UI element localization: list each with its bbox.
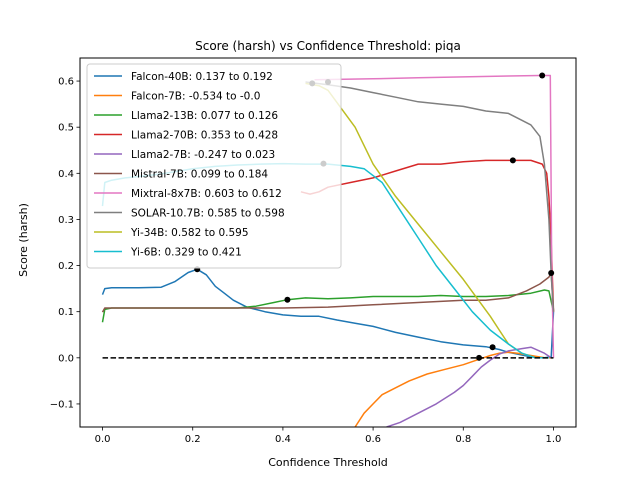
x-axis-ticks: 0.0 0.2 0.4 0.6 0.8 1.0: [95, 427, 562, 445]
series-line-mistral-7b: [101, 272, 555, 313]
series-line-solar-10-7b: [305, 81, 555, 312]
legend-entry-llama2-7b: Llama2-7B: -0.247 to 0.023: [131, 149, 275, 161]
x-axis-label: Confidence Threshold: [268, 456, 388, 469]
legend-entry-llama2-70b: Llama2-70B: 0.353 to 0.428: [131, 130, 278, 142]
x-tick-label: 0.0: [95, 434, 111, 445]
y-axis-ticks: −0.1 0.0 0.1 0.2 0.3 0.4 0.5 0.6: [50, 77, 80, 410]
y-tick-label: 0.3: [58, 215, 74, 226]
y-tick-label: 0.4: [58, 169, 74, 180]
legend-entry-yi-6b: Yi-6B: 0.329 to 0.421: [130, 247, 242, 259]
peak-marker-mixtral-8x7b: [539, 72, 546, 79]
peak-marker-llama2-70b: [509, 157, 516, 164]
y-tick-label: 0.0: [58, 353, 74, 364]
legend-entry-solar-10-7b: SOLAR-10.7B: 0.585 to 0.598: [131, 208, 285, 220]
legend-entry-falcon-7b: Falcon-7B: -0.534 to -0.0: [131, 91, 260, 103]
legend-entry-mistral-7b: Mistral-7B: 0.099 to 0.184: [131, 169, 268, 181]
x-tick-label: 0.4: [275, 434, 291, 445]
series-line-llama2-7b: [386, 346, 552, 427]
legend-entry-falcon-40b: Falcon-40B: 0.137 to 0.192: [131, 71, 273, 83]
y-tick-label: 0.1: [58, 307, 74, 318]
x-tick-label: 1.0: [546, 434, 562, 445]
legend-entry-mixtral-8x7b: Mixtral-8x7B: 0.603 to 0.612: [131, 188, 282, 200]
peak-marker-llama2-7b: [489, 344, 496, 351]
y-axis-label: Score (harsh): [17, 203, 30, 277]
series-line-mixtral-8x7b: [314, 74, 555, 358]
legend-entry-llama2-13b: Llama2-13B: 0.077 to 0.126: [131, 110, 278, 122]
y-tick-label: 0.2: [58, 261, 74, 272]
peak-marker-mistral-7b: [548, 269, 555, 276]
y-tick-label: −0.1: [50, 399, 74, 410]
legend-entry-yi-34b: Yi-34B: 0.582 to 0.595: [130, 227, 249, 239]
axes-frame: [79, 57, 577, 428]
x-tick-label: 0.6: [365, 434, 381, 445]
y-tick-label: 0.5: [58, 123, 74, 134]
x-tick-label: 0.8: [455, 434, 471, 445]
chart-title: Score (harsh) vs Confidence Threshold: p…: [195, 39, 461, 53]
peak-marker-llama2-13b: [284, 296, 291, 303]
legend-box: [86, 63, 342, 269]
x-tick-label: 0.2: [185, 434, 201, 445]
y-tick-label: 0.6: [58, 77, 74, 88]
legend: Falcon-40B: 0.137 to 0.192 Falcon-7B: -0.…: [86, 63, 342, 269]
peak-marker-falcon-7b: [476, 354, 483, 361]
